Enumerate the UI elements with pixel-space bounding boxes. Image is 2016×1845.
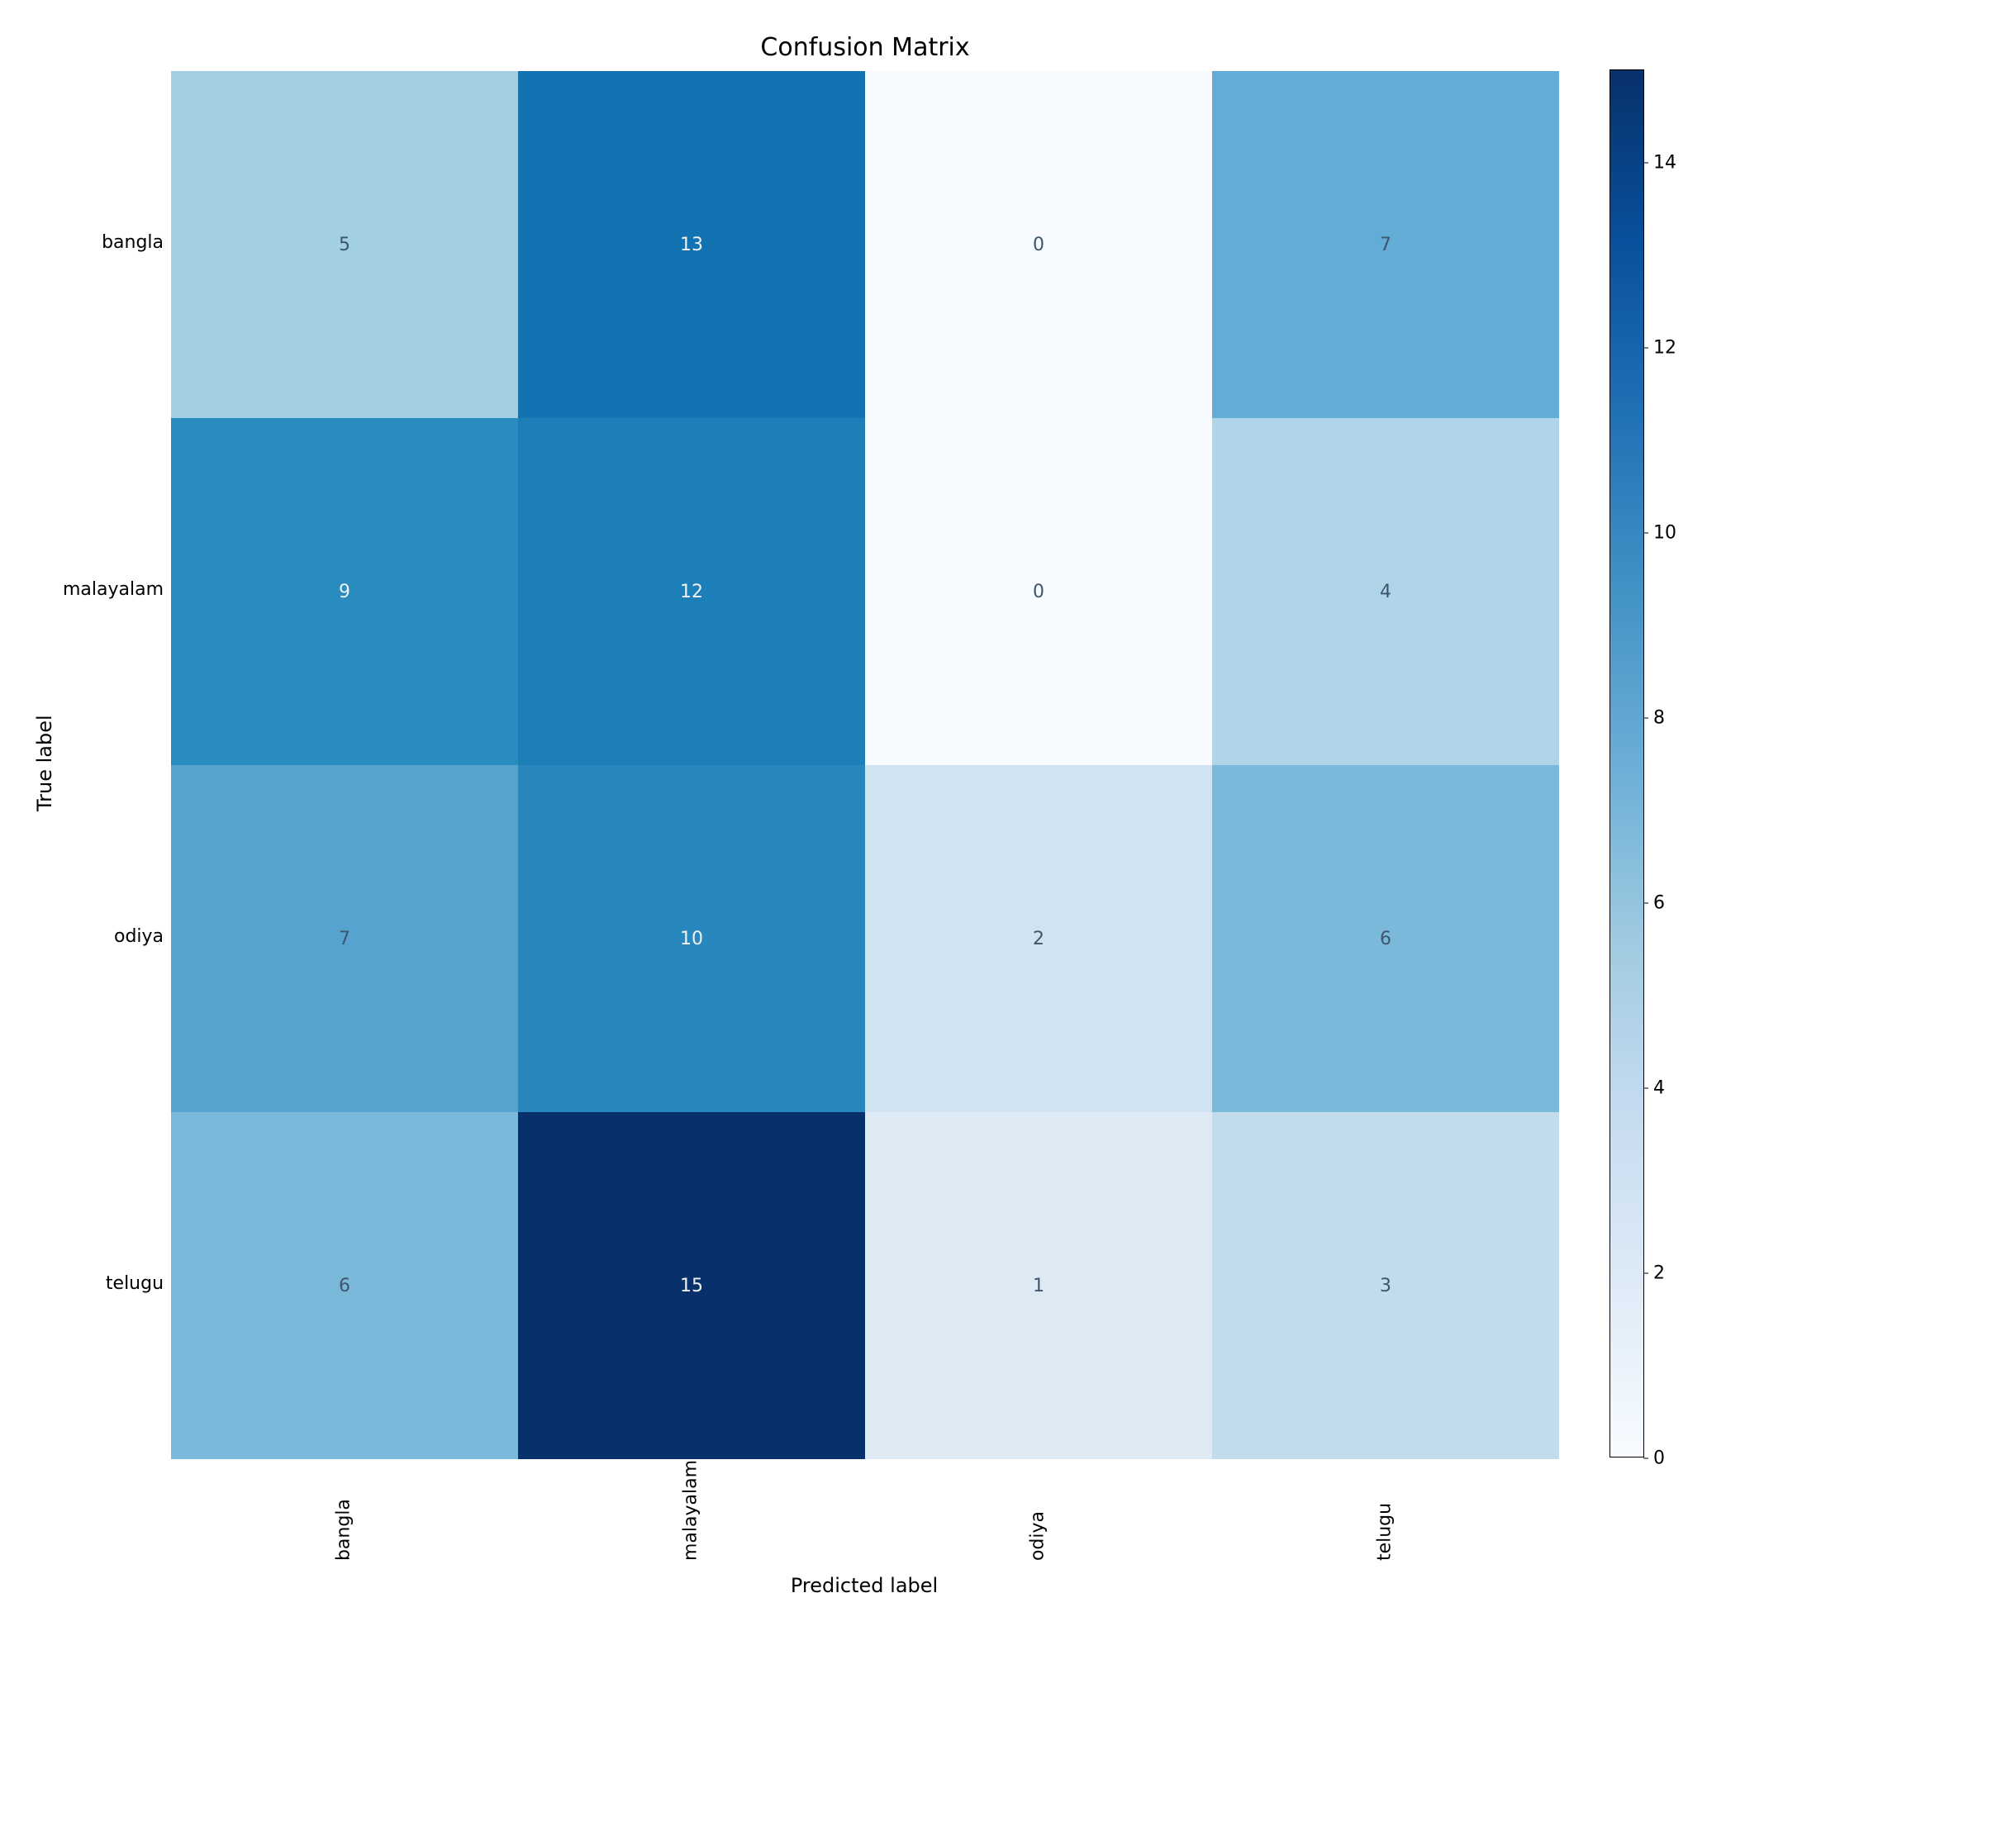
colorbar-tick-label: 10 (1653, 522, 1676, 543)
heatmap-grid: 51307912047102661513 (170, 70, 1560, 1460)
colorbar-tick-label: 6 (1653, 892, 1665, 913)
colorbar-container: 02468101214 (1609, 33, 1644, 1457)
colorbar-tick-label: 8 (1653, 707, 1665, 728)
heatmap-cell: 10 (518, 765, 865, 1112)
y-axis-label: True label (33, 69, 56, 1457)
heatmap-cell: 2 (865, 765, 1212, 1112)
x-tick-label: malayalam (517, 1460, 864, 1567)
heatmap-cell: 0 (865, 418, 1212, 765)
x-tick-label: telugu (1211, 1460, 1558, 1567)
colorbar-tick: 8 (1643, 707, 1665, 728)
heatmap-cell: 12 (518, 418, 865, 765)
y-tick-label: bangla (63, 69, 164, 416)
x-tick-label: bangla (170, 1460, 517, 1567)
colorbar-tick-label: 14 (1653, 152, 1676, 173)
heatmap-cell: 3 (1212, 1112, 1559, 1459)
heatmap-cell: 7 (171, 765, 518, 1112)
heatmap-cell: 4 (1212, 418, 1559, 765)
heatmap-cell: 0 (865, 71, 1212, 418)
x-tick-label: odiya (864, 1460, 1211, 1567)
colorbar-tick-label: 12 (1653, 337, 1676, 358)
heatmap-cell: 6 (171, 1112, 518, 1459)
y-tick-label: telugu (63, 1110, 164, 1457)
colorbar-tick: 0 (1643, 1448, 1665, 1468)
x-axis-label: Predicted label (170, 1574, 1558, 1597)
colorbar-tick-label: 0 (1653, 1448, 1665, 1468)
confusion-matrix-chart: True label banglamalayalamodiyatelugu Co… (33, 33, 1644, 1597)
heatmap-cell: 1 (865, 1112, 1212, 1459)
heatmap-cell: 13 (518, 71, 865, 418)
heatmap-cell: 9 (171, 418, 518, 765)
colorbar-tick: 10 (1643, 522, 1676, 543)
chart-title: Confusion Matrix (171, 33, 1559, 62)
colorbar-tick: 14 (1643, 152, 1676, 173)
colorbar-tick-label: 4 (1653, 1077, 1665, 1098)
heatmap-cell: 6 (1212, 765, 1559, 1112)
heatmap-cell: 15 (518, 1112, 865, 1459)
heatmap-cell: 7 (1212, 71, 1559, 418)
colorbar-tick-label: 2 (1653, 1262, 1665, 1283)
y-tick-label: odiya (63, 763, 164, 1110)
colorbar-tick: 4 (1643, 1077, 1665, 1098)
colorbar-tick: 2 (1643, 1262, 1665, 1283)
colorbar-tick: 6 (1643, 892, 1665, 913)
colorbar: 02468101214 (1609, 69, 1644, 1457)
y-tick-labels: banglamalayalamodiyatelugu (63, 33, 170, 1457)
x-tick-labels: banglamalayalamodiyatelugu (170, 1460, 1560, 1567)
colorbar-tick: 12 (1643, 337, 1676, 358)
y-tick-label: malayalam (63, 416, 164, 763)
heatmap-cell: 5 (171, 71, 518, 418)
